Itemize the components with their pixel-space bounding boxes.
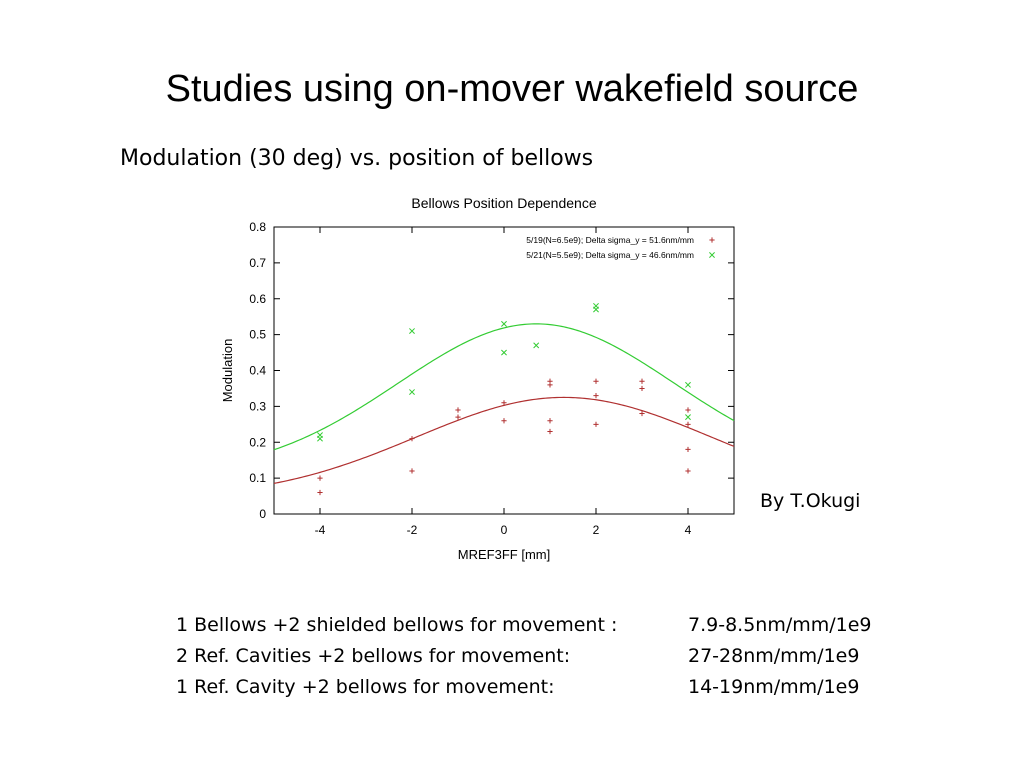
x-tick-label: -4	[315, 523, 326, 537]
note-value: 27-28nm/mm/1e9	[688, 645, 860, 667]
y-tick-label: 0.6	[249, 292, 266, 306]
data-point	[501, 400, 507, 406]
data-point	[455, 407, 461, 413]
x-tick-label: 0	[501, 523, 508, 537]
data-point	[593, 421, 599, 427]
y-tick-label: 0.4	[249, 364, 266, 378]
fit-curve-2	[273, 323, 735, 451]
data-point	[547, 418, 553, 424]
data-point	[501, 349, 507, 356]
data-point	[547, 382, 553, 388]
y-tick-label: 0.3	[249, 399, 266, 413]
y-tick-label: 0.2	[249, 435, 266, 449]
data-point	[685, 407, 691, 413]
y-axis-label: Modulation	[220, 339, 235, 403]
data-point	[455, 414, 461, 420]
slide-title: Studies using on-mover wakefield source	[165, 68, 859, 110]
bellows-chart: Bellows Position Dependence 0 0.1 0.2 0.3 0.4…	[220, 195, 735, 562]
data-point	[685, 446, 691, 453]
x-axis-label: MREF3FF [mm]	[458, 547, 550, 562]
data-point	[409, 436, 415, 442]
y-tick-label: 0.5	[249, 328, 266, 342]
data-point	[639, 410, 645, 417]
data-point	[593, 378, 599, 384]
data-point	[547, 428, 553, 435]
legend-marker	[709, 252, 715, 258]
slide-subtitle: Modulation (30 deg) vs. position of bell…	[120, 146, 594, 171]
x-tick-label: -2	[407, 523, 418, 537]
data-point	[685, 421, 691, 427]
data-point	[317, 489, 323, 496]
data-point	[593, 393, 599, 399]
data-point	[685, 468, 691, 474]
note-description: 1 Bellows +2 shielded bellows for moveme…	[176, 614, 618, 636]
legend-marker	[709, 237, 715, 243]
data-point	[317, 475, 323, 481]
data-point	[501, 320, 507, 327]
note-value: 14-19nm/mm/1e9	[688, 676, 860, 698]
note-description: 1 Ref. Cavity +2 bellows for movement:	[176, 676, 555, 698]
fit-curve-1	[273, 396, 735, 484]
chart-title: Bellows Position Dependence	[411, 195, 596, 211]
data-point	[639, 385, 645, 392]
data-point	[409, 468, 415, 474]
y-tick-label: 0	[259, 507, 266, 521]
data-point	[317, 435, 323, 442]
x-tick-label: 4	[685, 523, 692, 537]
note-value: 7.9-8.5nm/mm/1e9	[688, 614, 872, 636]
data-point	[593, 306, 599, 313]
data-point	[685, 414, 691, 421]
note-row: 1 Bellows +2 shielded bellows for moveme…	[176, 610, 936, 641]
legend-label: 5/21(N=5.5e9); Delta sigma_y = 46.6nm/mm	[526, 250, 694, 260]
data-point	[533, 342, 540, 349]
note-description: 2 Ref. Cavities +2 bellows for movement:	[176, 645, 571, 667]
y-tick-label: 0.8	[249, 220, 266, 234]
data-point	[685, 381, 691, 388]
data-point	[409, 389, 415, 395]
data-point	[501, 418, 507, 424]
data-point	[639, 378, 645, 384]
plot-frame	[273, 226, 735, 515]
note-row: 1 Ref. Cavity +2 bellows for movement: 1…	[176, 672, 936, 703]
y-tick-label: 0.1	[249, 471, 266, 485]
x-tick-label: 2	[593, 523, 600, 537]
y-tick-label: 0.7	[249, 256, 266, 270]
legend-label: 5/19(N=6.5e9); Delta sigma_y = 51.6nm/mm	[526, 235, 694, 245]
notes-list: 1 Bellows +2 shielded bellows for moveme…	[176, 610, 936, 703]
data-point	[409, 328, 415, 334]
credit-text: By T.Okugi	[760, 490, 861, 512]
note-row: 2 Ref. Cavities +2 bellows for movement:…	[176, 641, 936, 672]
